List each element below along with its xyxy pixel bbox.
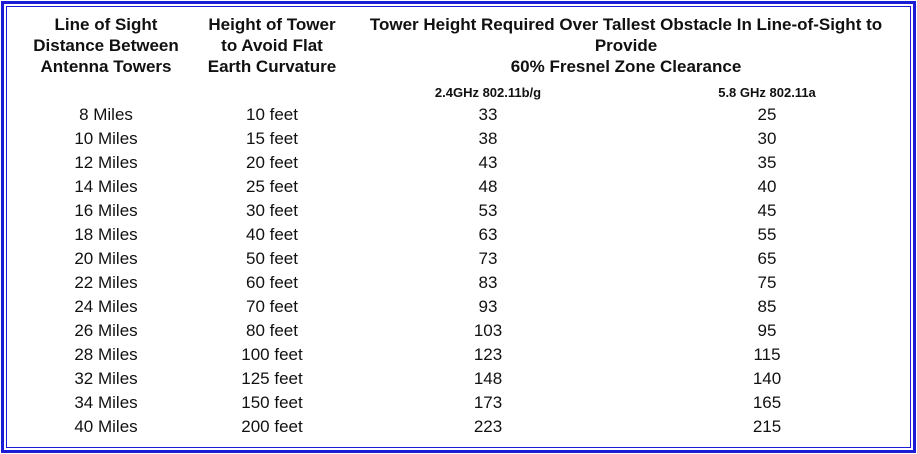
table-cell: 12 Miles	[74, 153, 138, 172]
column-header: 60% Fresnel Zone Clearance	[510, 57, 742, 76]
table-cell: 215	[752, 417, 782, 436]
table-cell: 223	[473, 417, 503, 436]
table-cell: 14 Miles	[74, 177, 138, 196]
table-cell: 80 feet	[246, 321, 298, 340]
table-cell: 55	[757, 225, 777, 244]
table-cell: 30	[757, 129, 777, 148]
table-cell: 65	[757, 249, 777, 268]
sub-header: 2.4GHz 802.11b/g	[434, 85, 542, 100]
table-cell: 30 feet	[246, 201, 298, 220]
table-cell: 150 feet	[241, 393, 303, 412]
table-cell: 22 Miles	[74, 273, 138, 292]
table-cell: 35	[757, 153, 777, 172]
table-cell: 40 feet	[246, 225, 298, 244]
table-cell: 10 feet	[246, 105, 298, 124]
table-cell: 200 feet	[241, 417, 303, 436]
table-cell: 43	[478, 153, 498, 172]
column-header: Antenna Towers	[40, 57, 172, 76]
column-header: Distance Between	[33, 36, 179, 55]
table-cell: 123	[473, 345, 503, 364]
table-cell: 140	[752, 369, 782, 388]
column-header: Provide	[594, 36, 658, 55]
column-header: Earth Curvature	[207, 57, 337, 76]
table-cell: 45	[757, 201, 777, 220]
table-cell: 32 Miles	[74, 369, 138, 388]
table-cell: 165	[752, 393, 782, 412]
table-cell: 148	[473, 369, 503, 388]
table-cell: 95	[757, 321, 777, 340]
table-cell: 40 Miles	[74, 417, 138, 436]
table-cell: 18 Miles	[74, 225, 138, 244]
table-cell: 25	[757, 105, 777, 124]
table-cell: 50 feet	[246, 249, 298, 268]
column-header: Tower Height Required Over Tallest Obsta…	[369, 15, 883, 34]
table-cell: 93	[478, 297, 498, 316]
table-cell: 53	[478, 201, 498, 220]
table-cell: 173	[473, 393, 503, 412]
table-cell: 83	[478, 273, 498, 292]
table-cell: 48	[478, 177, 498, 196]
column-header: to Avoid Flat	[221, 36, 323, 55]
table-cell: 34 Miles	[74, 393, 138, 412]
table-cell: 26 Miles	[74, 321, 138, 340]
table-cell: 103	[473, 321, 503, 340]
table-cell: 28 Miles	[74, 345, 138, 364]
column-header: Height of Tower	[208, 15, 336, 34]
table-cell: 15 feet	[246, 129, 298, 148]
table-cell: 70 feet	[246, 297, 298, 316]
table-cell: 73	[478, 249, 498, 268]
inner-border	[6, 6, 911, 448]
table-cell: 125 feet	[241, 369, 303, 388]
table-cell: 115	[753, 345, 781, 364]
column-header: Line of Sight	[54, 15, 158, 34]
table-cell: 20 Miles	[74, 249, 138, 268]
table-cell: 10 Miles	[74, 129, 138, 148]
table-cell: 40	[757, 177, 777, 196]
table-cell: 75	[757, 273, 777, 292]
table-cell: 20 feet	[246, 153, 298, 172]
table-cell: 60 feet	[246, 273, 298, 292]
table-cell: 85	[757, 297, 777, 316]
table-cell: 24 Miles	[74, 297, 138, 316]
table-cell: 8 Miles	[79, 105, 133, 124]
table-cell: 38	[478, 129, 498, 148]
table-cell: 33	[478, 105, 498, 124]
table-cell: 100 feet	[241, 345, 303, 364]
table-cell: 63	[478, 225, 498, 244]
table-cell: 25 feet	[246, 177, 298, 196]
table-cell: 16 Miles	[74, 201, 138, 220]
sub-header: 5.8 GHz 802.11a	[718, 85, 816, 100]
